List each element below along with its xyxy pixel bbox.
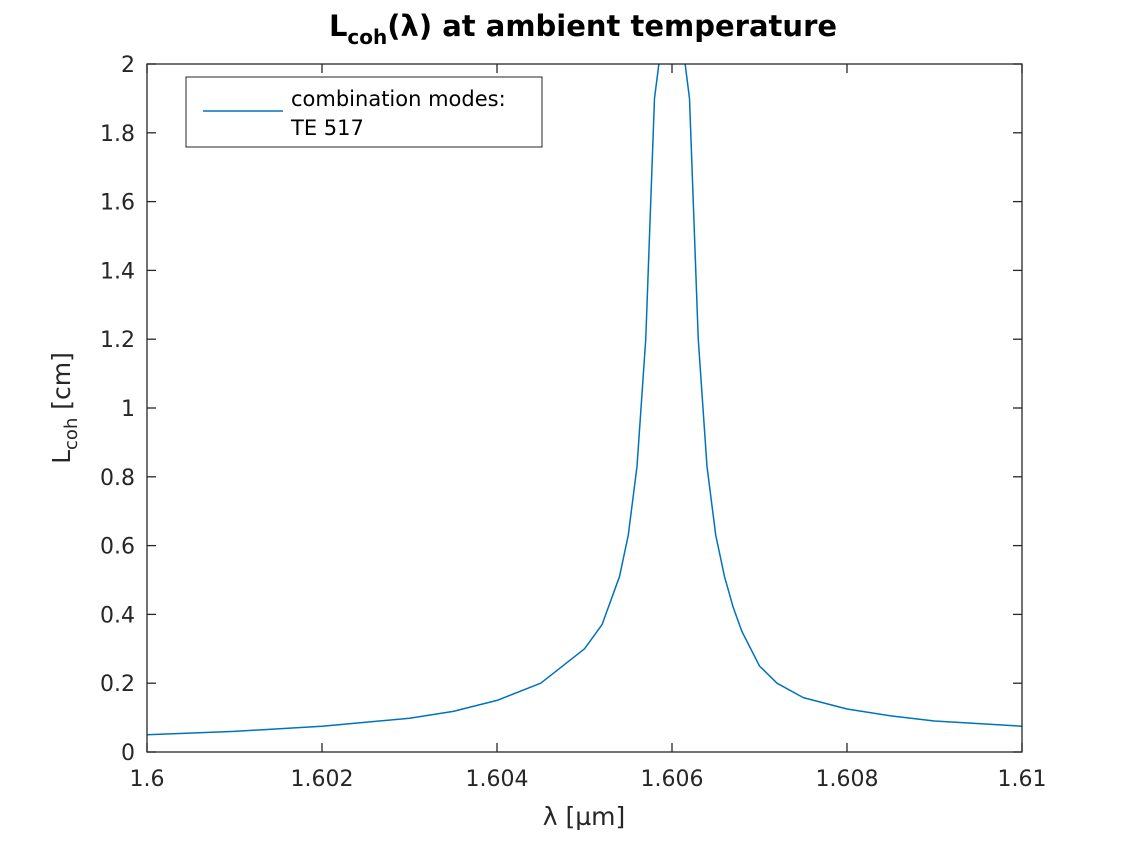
y-tick-label: 0.6 bbox=[100, 535, 135, 560]
y-tick-label: 1.4 bbox=[100, 259, 135, 284]
series-line bbox=[146, 63, 1023, 736]
y-axis-label-main: L bbox=[47, 450, 76, 464]
chart-title: Lcoh(λ) at ambient temperature bbox=[329, 9, 837, 49]
legend-box bbox=[185, 76, 543, 148]
chart-title-rest: (λ) at ambient temperature bbox=[387, 9, 837, 43]
x-tick-label: 1.606 bbox=[641, 767, 704, 792]
y-tick-label: 1.8 bbox=[100, 122, 135, 147]
y-tick-label: 1 bbox=[121, 397, 135, 422]
plot-area bbox=[147, 64, 1022, 752]
legend-entry-line-2: TE 517 bbox=[290, 116, 364, 140]
y-tick-label: 1.2 bbox=[100, 328, 135, 353]
y-axis-label-sub: coh bbox=[61, 418, 82, 450]
x-tick-label: 1.6 bbox=[130, 767, 165, 792]
y-tick-label: 0.2 bbox=[100, 672, 135, 697]
tick-labels: 1.6 1.602 1.604 1.606 1.608 1.6100.20.40.60.8… bbox=[100, 53, 1046, 792]
y-tick-label: 0.4 bbox=[100, 603, 135, 628]
y-tick-label: 0 bbox=[121, 741, 135, 766]
legend-entry-line-1: combination modes: bbox=[291, 87, 506, 111]
y-tick-label: 1.6 bbox=[100, 191, 135, 216]
x-tick-label: 1.602 bbox=[291, 767, 354, 792]
y-tick-label: 0.8 bbox=[100, 466, 135, 491]
x-tick-label: 1.61 bbox=[998, 767, 1047, 792]
y-axis-label-rest: [cm] bbox=[47, 352, 76, 418]
chart-title-sub: coh bbox=[347, 25, 387, 49]
chart-title-main: L bbox=[329, 9, 347, 43]
y-axis-label: Lcoh [cm] bbox=[47, 352, 82, 464]
series-group bbox=[146, 63, 1023, 736]
axes-box bbox=[146, 63, 1023, 753]
x-axis-label: λ [µm] bbox=[543, 802, 626, 831]
y-tick-label: 2 bbox=[121, 53, 135, 78]
legend: combination modes: TE 517 bbox=[185, 76, 543, 148]
x-tick-label: 1.608 bbox=[816, 767, 879, 792]
x-tick-label: 1.604 bbox=[466, 767, 529, 792]
